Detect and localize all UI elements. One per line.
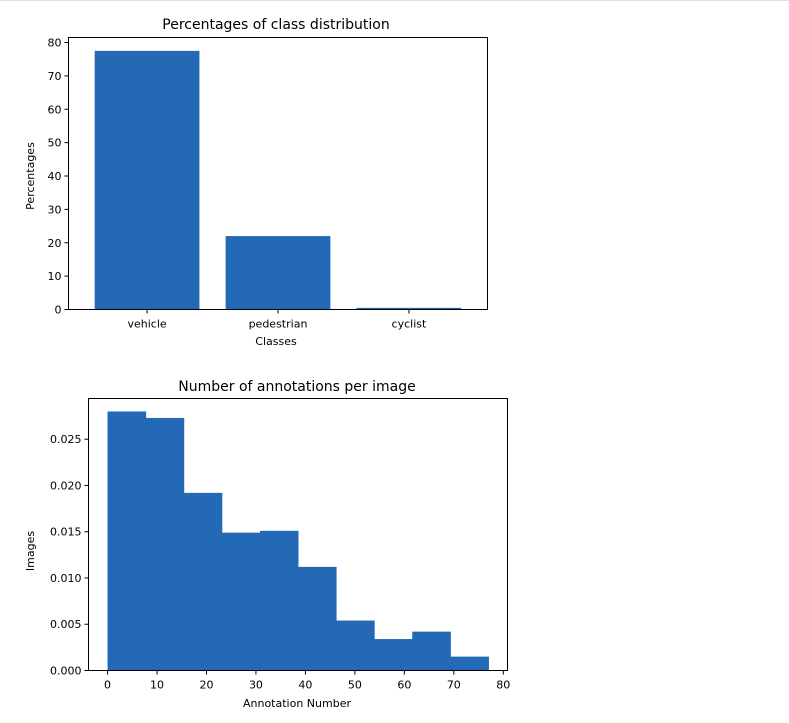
y-tick-label: 0.010 [50, 572, 82, 585]
top-border [0, 0, 789, 1]
x-axis-label: Classes [255, 335, 297, 348]
bar-pedestrian [225, 236, 331, 310]
histogram-bin [145, 417, 185, 671]
y-tick-label: 0.025 [50, 433, 82, 446]
y-tick-label: 80 [48, 37, 62, 50]
y-tick-label: 0.020 [50, 479, 82, 492]
y-tick-label: 0.015 [50, 526, 82, 539]
y-tick-label: 20 [48, 237, 62, 250]
y-tick-label: 70 [48, 70, 62, 83]
bar-vehicle [94, 50, 200, 310]
y-tick-label: 30 [48, 203, 62, 216]
x-tick-label: cyclist [392, 318, 427, 331]
y-tick-label: 60 [48, 103, 62, 116]
plot-frame [68, 37, 488, 310]
histogram-bin [259, 530, 299, 671]
y-axis-label: Percentages [24, 142, 37, 210]
chart-title: Percentages of class distribution [162, 17, 389, 33]
histogram-bin [336, 620, 375, 671]
x-tick-label: 70 [447, 679, 461, 692]
histogram-bin [412, 631, 451, 671]
histogram-bin [107, 411, 147, 671]
histogram-bin [450, 656, 489, 671]
histogram-bin [374, 639, 413, 671]
y-tick-label: 0.000 [50, 665, 82, 678]
y-tick-label: 0 [55, 304, 62, 317]
x-tick-label: 50 [348, 679, 362, 692]
histogram-bin [221, 532, 261, 671]
y-tick-label: 40 [48, 170, 62, 183]
x-tick-label: 0 [104, 679, 111, 692]
x-tick-label: vehicle [127, 318, 166, 331]
x-tick-label: 60 [397, 679, 411, 692]
class-distribution-chart: Percentages of class distribution vehicl… [24, 17, 488, 348]
y-tick-label: 10 [48, 270, 62, 283]
x-tick-label: 20 [199, 679, 213, 692]
chart-title: Number of annotations per image [178, 379, 415, 395]
y-axis-label: Images [24, 531, 37, 571]
annotations-histogram: Number of annotations per image 0 10 20 30 4… [24, 379, 510, 710]
y-tick-label: 50 [48, 137, 62, 150]
histogram-bin [183, 492, 223, 671]
x-tick-label: 30 [249, 679, 263, 692]
x-axis-label: Annotation Number [243, 697, 351, 710]
x-tick-label: 40 [298, 679, 312, 692]
x-tick-label: pedestrian [249, 318, 308, 331]
x-tick-label: 80 [496, 679, 510, 692]
y-tick-label: 0.005 [50, 618, 82, 631]
x-tick-label: 10 [150, 679, 164, 692]
bar-cyclist [356, 307, 462, 310]
plot-frame [88, 398, 508, 671]
histogram-bin [298, 566, 337, 671]
